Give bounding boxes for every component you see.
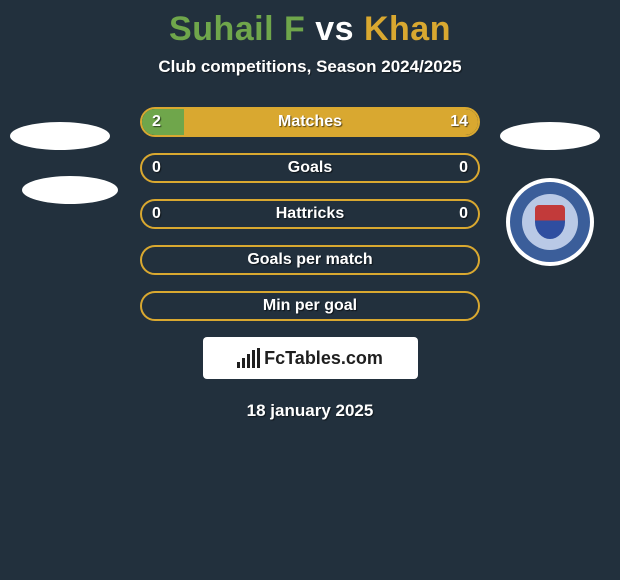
brand-box: FcTables.com	[203, 337, 418, 379]
stat-row: 0 0 Hattricks	[140, 199, 480, 229]
subtitle: Club competitions, Season 2024/2025	[0, 57, 620, 77]
shield-icon	[535, 205, 565, 239]
player-left-photo-placeholder	[10, 122, 110, 150]
stat-value-right: 14	[450, 113, 468, 131]
date-text: 18 january 2025	[0, 401, 620, 421]
player-left-name: Suhail F	[169, 10, 305, 48]
stat-row: 2 14 Matches	[140, 107, 480, 137]
stat-row: Min per goal	[140, 291, 480, 321]
vs-text: vs	[305, 10, 364, 48]
stat-label: Hattricks	[276, 205, 344, 223]
player-right-name: Khan	[364, 10, 451, 48]
player-right-photo-placeholder	[500, 122, 600, 150]
stat-label: Goals	[288, 159, 332, 177]
club-left-logo-placeholder	[22, 176, 118, 204]
stat-value-left: 0	[152, 205, 161, 223]
club-badge-inner	[522, 194, 578, 250]
stat-value-left: 0	[152, 159, 161, 177]
stat-label: Matches	[278, 113, 342, 131]
stats-container: 2 14 Matches 0 0 Goals 0 0 Hattricks Goals per ma…	[140, 107, 480, 321]
stat-value-right: 0	[459, 205, 468, 223]
stat-value-left: 2	[152, 113, 161, 131]
stat-label: Min per goal	[263, 297, 357, 315]
stat-label: Goals per match	[247, 251, 372, 269]
comparison-title: Suhail F vs Khan	[0, 0, 620, 49]
stat-row: Goals per match	[140, 245, 480, 275]
chart-icon	[237, 348, 260, 368]
brand-text: FcTables.com	[264, 348, 383, 369]
stat-fill-left	[142, 109, 184, 135]
stat-value-right: 0	[459, 159, 468, 177]
stat-row: 0 0 Goals	[140, 153, 480, 183]
club-right-badge	[506, 178, 594, 266]
